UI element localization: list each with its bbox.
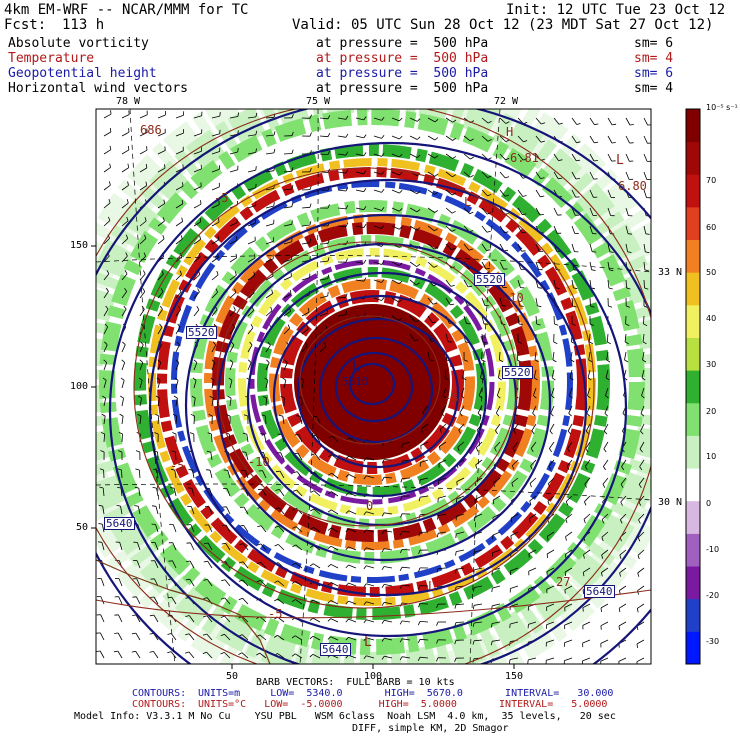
misc-label: 686 (140, 123, 162, 137)
colorbar-swatch (686, 174, 700, 208)
temp-label: -10 (248, 455, 270, 469)
field-name-height: Geopotential height (8, 66, 157, 81)
colorbar-tick-label: 10 (706, 452, 717, 461)
colorbar-swatch (686, 435, 700, 469)
lon-label-75w: 75 W (306, 96, 331, 107)
lat-lon-grid (96, 109, 651, 664)
height-label: 5520 (474, 273, 505, 286)
colorbar-units: 10⁻⁵ s⁻¹ (706, 103, 738, 112)
contour-info-heights: UNITS=m LOW= 5340.0 HIGH= 5670.0 INTERVA… (198, 688, 614, 699)
field-name-vorticity: Absolute vorticity (8, 36, 149, 51)
valid-time: Valid: 05 UTC Sun 28 Oct 12 (23 MDT Sat … (292, 17, 714, 33)
height-label: 5520 (186, 326, 217, 339)
lat-label-33n: 33 N (658, 267, 683, 278)
y-tick-100: 100 (70, 381, 89, 392)
low-center-height: 5310 (342, 375, 369, 388)
field-smooth-vorticity: sm= 6 (634, 36, 674, 51)
field-smooth-temperature: sm= 4 (634, 51, 674, 66)
colorbar-tick-label: 50 (706, 268, 717, 277)
high-symbol: H (506, 125, 514, 139)
y-tick-50: 50 (76, 522, 89, 533)
y-tick-150: 150 (70, 240, 89, 251)
contour-label-heights: CONTOURS: (132, 688, 187, 699)
lat-label-30n: 30 N (658, 497, 683, 508)
colorbar-tick-label: 20 (706, 407, 717, 416)
field-smooth-height: sm= 6 (634, 66, 674, 81)
contour-info-temps: UNITS=°C LOW= -5.0000 HIGH= 5.0000 INTER… (198, 699, 608, 710)
forecast-hour: 113 h (62, 17, 105, 33)
contour-label-temps: CONTOURS: (132, 699, 187, 710)
lon-label-78w: 78 W (116, 96, 141, 107)
colorbar-tick-label: -30 (706, 637, 720, 646)
temperature-contours (96, 109, 651, 664)
low-symbol: L (364, 635, 372, 650)
lon-label-72w: 72 W (494, 96, 519, 107)
field-smooth-wind: sm= 4 (634, 81, 674, 96)
misc-label: 6.81 (510, 151, 539, 165)
colorbar-swatch (686, 370, 700, 404)
height-label: 5520 (502, 366, 533, 379)
colorbar-frame (685, 108, 701, 665)
colorbar-swatch (686, 533, 700, 567)
height-label: 5640 (104, 517, 135, 530)
model-title: 4km EM-WRF -- NCAR/MMM for TC (4, 2, 249, 18)
colorbar-swatch (686, 598, 700, 632)
colorbar-tick-label: 0 (706, 499, 712, 508)
colorbar-tick-label: -20 (706, 591, 720, 600)
coastline (96, 559, 271, 664)
x-tick-100: 100 (364, 671, 383, 682)
map-field (96, 109, 651, 664)
temp-label: -5 (268, 607, 283, 621)
temp-label: 0 (366, 499, 374, 513)
colorbar-swatch (686, 304, 700, 338)
field-name-wind: Horizontal wind vectors (8, 81, 189, 96)
temp-label: -5 (170, 459, 185, 473)
low-symbol: L (428, 579, 436, 593)
low-symbol: L (616, 153, 624, 168)
colorbar-tick-label: 40 (706, 314, 717, 323)
colorbar-swatch (686, 500, 700, 534)
colorbar-swatch (686, 206, 700, 240)
misc-label: 6.80 (618, 179, 647, 193)
field-level-vorticity: at pressure = 500 hPa (316, 36, 489, 51)
temp-label: -5 (214, 191, 229, 205)
x-tick-150: 150 (505, 671, 524, 682)
colorbar-swatch (686, 566, 700, 600)
model-info-2: DIFF, simple KM, 2D Smagor (352, 723, 509, 734)
colorbar-swatch (686, 239, 700, 273)
field-level-wind: at pressure = 500 hPa (316, 81, 489, 96)
init-time: Init: 12 UTC Tue 23 Oct 12 (506, 2, 726, 18)
colorbar-swatch (686, 402, 700, 436)
x-tick-50: 50 (226, 671, 239, 682)
colorbar (686, 109, 700, 665)
colorbar-swatch (686, 468, 700, 502)
colorbar-tick-label: 60 (706, 223, 717, 232)
colorbar-swatch (686, 141, 700, 175)
temp-label: -10 (502, 291, 524, 305)
barb-legend: BARB VECTORS: FULL BARB = 10 kts (256, 677, 455, 688)
field-level-temperature: at pressure = 500 hPa (316, 51, 489, 66)
height-label: 5640 (584, 585, 615, 598)
colorbar-swatch (686, 109, 700, 143)
temp-label: -5 (444, 391, 459, 405)
low-symbol: L (464, 195, 472, 209)
model-info: Model Info: V3.3.1 M No Cu YSU PBL WSM 6… (74, 711, 616, 722)
misc-label: 27 (556, 575, 571, 589)
colorbar-tick-label: -10 (706, 545, 720, 554)
colorbar-swatch (686, 272, 700, 306)
colorbar-swatch (686, 631, 700, 665)
colorbar-tick-label: 70 (706, 176, 717, 185)
field-name-temperature: Temperature (8, 51, 95, 66)
colorbar-swatch (686, 337, 700, 371)
field-level-height: at pressure = 500 hPa (316, 66, 489, 81)
low-symbol: L (352, 359, 361, 375)
forecast-label: Fcst: (4, 17, 47, 33)
colorbar-tick-label: 30 (706, 360, 717, 369)
height-label: 5640 (320, 643, 351, 656)
axis-ticks (91, 245, 515, 669)
